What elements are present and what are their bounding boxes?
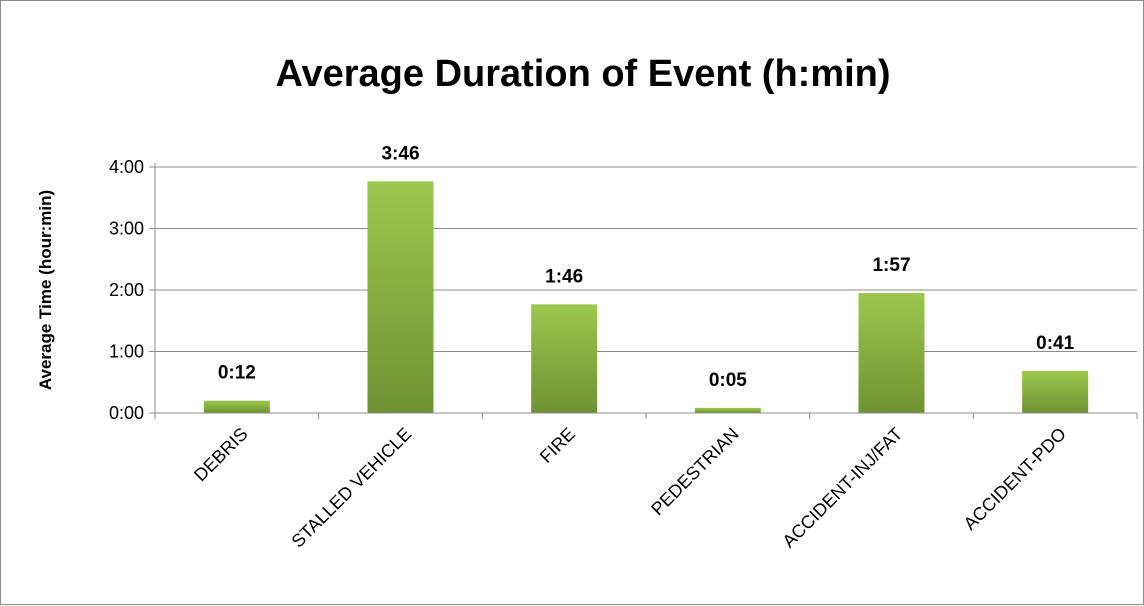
y-tick-label: 0:00 (109, 403, 144, 423)
data-label: 0:12 (218, 363, 256, 384)
bar-accident-inj-fat (858, 293, 925, 413)
data-label: 3:46 (381, 143, 419, 164)
y-tick-label: 3:00 (109, 219, 144, 239)
data-label: 0:41 (1036, 333, 1074, 354)
x-tick-label: FIRE (536, 424, 579, 467)
chart-title: Average Duration of Event (h:min) (275, 53, 890, 95)
x-tick-label: STALLED VEHICLE (288, 424, 416, 552)
y-tick-label: 2:00 (109, 280, 144, 300)
data-label: 1:57 (872, 255, 910, 276)
x-tick-label: DEBRIS (190, 424, 252, 486)
y-axis-label: Average Time (hour:min) (36, 190, 55, 390)
bar-fire (531, 304, 598, 413)
bar-debris (203, 400, 270, 413)
x-tick-label: ACCIDENT-PDO (960, 424, 1070, 534)
bar-stalled-vehicle (367, 181, 434, 413)
data-label: 1:46 (545, 266, 583, 287)
bar-pedestrian (694, 407, 761, 413)
y-tick-label: 1:00 (109, 342, 144, 362)
data-label: 0:05 (709, 370, 747, 391)
gridlines (155, 166, 1137, 352)
x-tick-label: ACCIDENT-INJ/FAT (779, 424, 907, 552)
axes (149, 163, 1138, 419)
x-tick-label: PEDESTRIAN (647, 424, 742, 519)
y-tick-label: 4:00 (109, 157, 144, 177)
bar-accident-pdo (1022, 370, 1089, 413)
bars (203, 181, 1089, 413)
